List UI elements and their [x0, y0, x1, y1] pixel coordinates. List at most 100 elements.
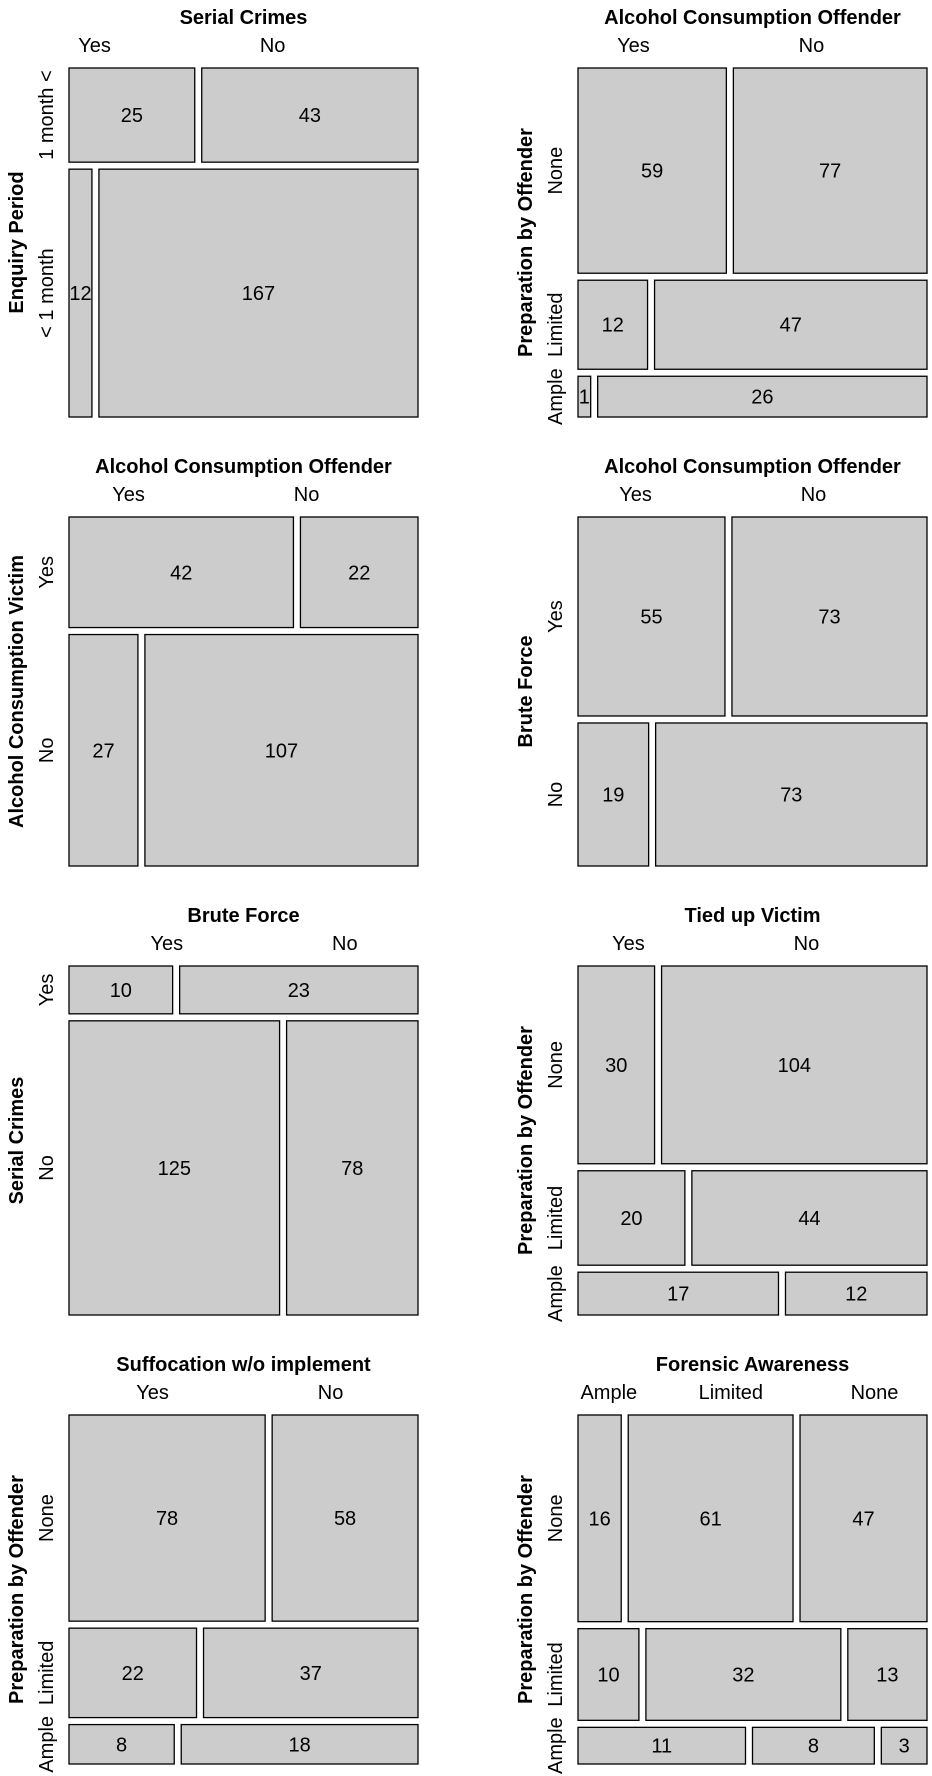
chart-3-tile-r1-c1 [68, 516, 295, 629]
chart-1-col-label-no: No [260, 35, 286, 57]
chart-5-tile-r1-c2 [178, 965, 419, 1015]
chart-2-title: Alcohol Consumption Offender [604, 7, 901, 29]
chart-4-col-label-yes: Yes [619, 484, 652, 506]
chart-4-row-label-no: No [545, 782, 567, 808]
chart-3-count-r2-c1: 27 [92, 740, 114, 762]
chart-2-tile-r1-c1 [577, 67, 728, 274]
chart-4-row-label-yes: Yes [545, 600, 567, 633]
chart-6-tile-r1-c1 [577, 965, 656, 1165]
chart-7-count-r2-c1: 22 [122, 1663, 144, 1685]
chart-6-ylabel: Preparation by Offender [515, 1026, 537, 1255]
chart-1-count-r1-c1: 25 [121, 105, 143, 127]
chart-2-count-r3-c1: 1 [579, 387, 590, 409]
chart-7-row-label-none: None [36, 1494, 58, 1542]
chart-1-ylabel: Enquiry Period [6, 171, 28, 313]
chart-8-col-label-limited: Limited [699, 1382, 763, 1404]
chart-5-row-label-yes: Yes [36, 974, 58, 1007]
chart-7-count-r2-c2: 37 [300, 1663, 322, 1685]
chart-6-count-r1-c2: 104 [778, 1055, 811, 1077]
chart-7-col-label-no: No [318, 1382, 344, 1404]
chart-4-count-r2-c2: 73 [780, 784, 802, 806]
chart-3-count-r1-c2: 22 [348, 562, 370, 584]
chart-2-row-label-ample: Ample [545, 368, 567, 425]
chart-3-ylabel: Alcohol Consumption Victim [6, 555, 28, 828]
chart-7-count-r3-c2: 18 [288, 1734, 310, 1756]
chart-6-count-r3-c1: 17 [667, 1284, 689, 1306]
chart-8-row-label-none: None [545, 1494, 567, 1542]
chart-2-col-label-yes: Yes [617, 35, 650, 57]
chart-2-tile-r1-c2 [732, 67, 928, 274]
chart-4-tile-r1-c2 [731, 516, 928, 717]
chart-2-count-r3-c2: 26 [751, 387, 773, 409]
chart-8-tile-r2-c1 [577, 1628, 640, 1721]
chart-3-count-r2-c2: 107 [265, 740, 298, 762]
chart-1-tile-r2-c1 [68, 168, 93, 418]
chart-4-count-r1-c1: 55 [640, 606, 662, 628]
chart-6-count-r3-c2: 12 [845, 1284, 867, 1306]
chart-5-col-label-yes: Yes [150, 933, 183, 955]
chart-1-col-label-yes: Yes [78, 35, 111, 57]
chart-8-count-r1-c2: 61 [700, 1508, 722, 1530]
chart-4-tile-r2-c2 [654, 722, 928, 867]
chart-7-row-label-ample: Ample [36, 1716, 58, 1773]
chart-1-tile-r1-c1 [68, 67, 196, 163]
chart-5-row-label-no: No [36, 1155, 58, 1181]
chart-2-tile-r3-c2 [597, 375, 928, 418]
chart-8-title: Forensic Awareness [656, 1354, 849, 1376]
chart-1-row-label-1-month: < 1 month [36, 248, 58, 338]
chart-5-count-r1-c2: 23 [288, 980, 310, 1002]
chart-3-col-label-no: No [294, 484, 320, 506]
chart-8-ylabel: Preparation by Offender [515, 1475, 537, 1704]
chart-6-count-r2-c2: 44 [798, 1208, 820, 1230]
chart-5-tile-r1-c1 [68, 965, 174, 1015]
chart-5-title: Brute Force [187, 905, 299, 927]
chart-6-row-label-none: None [545, 1041, 567, 1089]
chart-1-tile-r2-c2 [98, 168, 419, 418]
chart-8-tile-r3-c1 [577, 1726, 747, 1765]
chart-7-ylabel: Preparation by Offender [6, 1475, 28, 1704]
chart-4-col-label-no: No [801, 484, 827, 506]
chart-8-count-r3-c2: 8 [808, 1736, 819, 1758]
chart-8-count-r3-c1: 11 [651, 1736, 672, 1758]
chart-1-count-r1-c2: 43 [299, 105, 321, 127]
chart-2-tile-r2-c2 [653, 279, 928, 370]
chart-6-col-label-yes: Yes [612, 933, 645, 955]
chart-5-count-r2-c1: 125 [158, 1158, 191, 1180]
chart-1-tile-r1-c2 [201, 67, 419, 163]
chart-7-tile-r2-c1 [68, 1627, 198, 1719]
chart-8-tile-r1-c2 [627, 1414, 794, 1623]
chart-2-count-r1-c1: 59 [641, 161, 663, 183]
chart-6-count-r2-c1: 20 [620, 1208, 642, 1230]
chart-8-count-r2-c2: 32 [732, 1665, 754, 1687]
chart-7-tile-r1-c2 [271, 1414, 419, 1622]
chart-8-tile-r2-c2 [645, 1628, 842, 1721]
chart-5-tile-r2-c1 [68, 1020, 281, 1316]
chart-8-tile-r3-c2 [751, 1726, 875, 1765]
chart-2-row-label-limited: Limited [545, 292, 567, 356]
chart-5-count-r1-c1: 10 [110, 980, 132, 1002]
chart-6-tile-r1-c2 [660, 965, 928, 1165]
chart-7-tile-r1-c1 [68, 1414, 266, 1622]
chart-5-col-label-no: No [332, 933, 358, 955]
chart-7-tile-r3-c1 [68, 1723, 175, 1765]
chart-6-tile-r2-c2 [691, 1170, 928, 1266]
chart-1-row-label-1-month: 1 month < [36, 70, 58, 160]
chart-3-count-r1-c1: 42 [170, 562, 192, 584]
chart-8-col-label-ample: Ample [580, 1382, 637, 1404]
chart-7-count-r3-c1: 8 [116, 1734, 127, 1756]
chart-8-tile-r3-c3 [880, 1726, 928, 1765]
chart-2-ylabel: Preparation by Offender [515, 128, 537, 357]
chart-2-col-label-no: No [799, 35, 825, 57]
chart-7-count-r1-c1: 78 [156, 1508, 178, 1530]
chart-3-row-label-no: No [36, 737, 58, 763]
chart-8-tile-r1-c1 [577, 1414, 622, 1623]
chart-7-count-r1-c2: 58 [334, 1508, 356, 1530]
chart-3-tile-r2-c1 [68, 633, 139, 867]
chart-8-count-r1-c3: 47 [852, 1508, 874, 1530]
chart-2-row-label-none: None [545, 147, 567, 195]
chart-6-tile-r3-c1 [577, 1271, 780, 1316]
chart-2-count-r2-c1: 12 [602, 315, 624, 337]
chart-8-count-r3-c3: 3 [899, 1736, 910, 1758]
chart-3-tile-r2-c2 [144, 633, 419, 867]
